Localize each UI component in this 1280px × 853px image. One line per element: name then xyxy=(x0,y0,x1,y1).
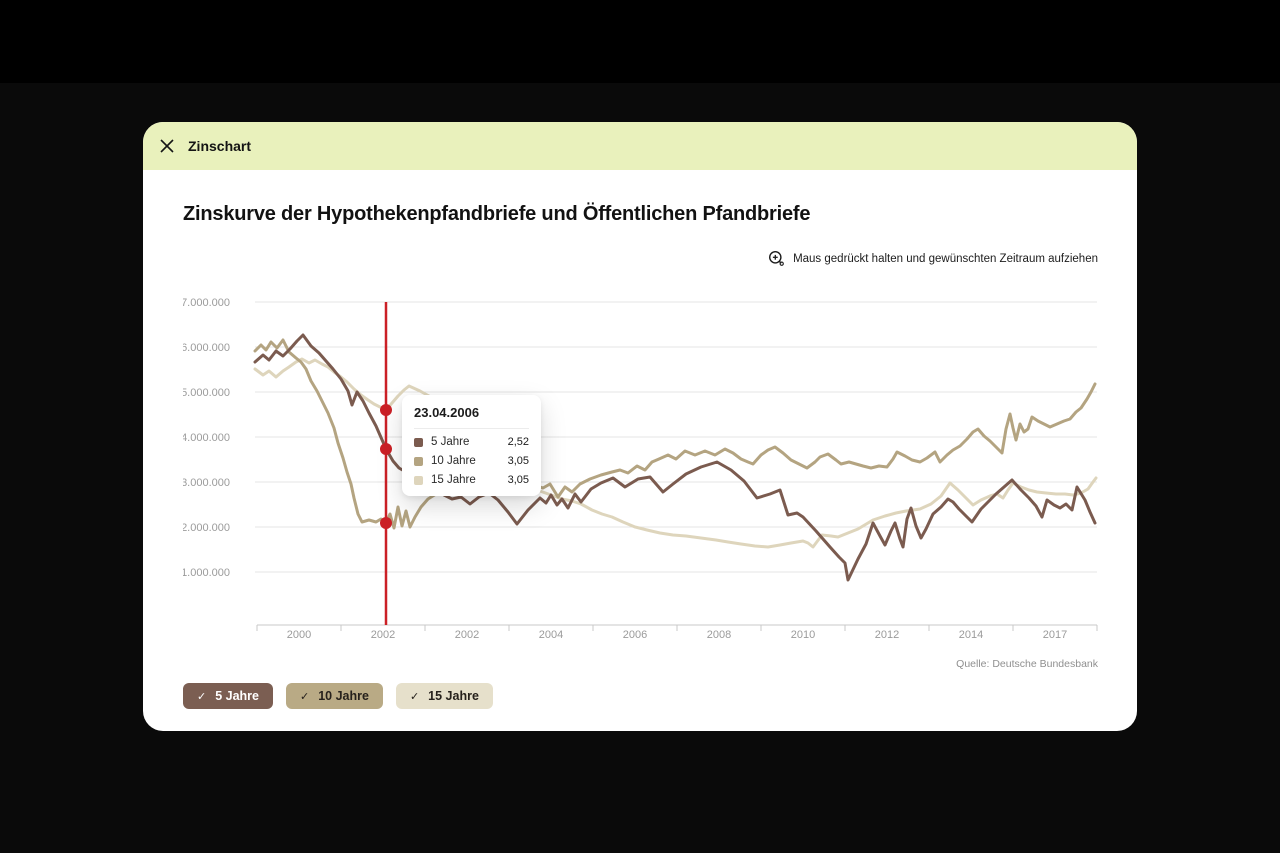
x-axis-label: 2002 xyxy=(455,629,479,641)
x-axis-label: 2000 xyxy=(287,629,311,641)
legend-buttons: ✓ 5 Jahre ✓ 10 Jahre ✓ 15 Jahre xyxy=(183,683,493,709)
y-axis-label: 6.000.000 xyxy=(183,342,230,354)
checkmark-icon: ✓ xyxy=(409,690,420,703)
series-color-swatch xyxy=(414,456,423,466)
tooltip-date: 23.04.2006 xyxy=(414,405,529,429)
close-icon[interactable] xyxy=(159,138,175,154)
chart-title: Zinskurve der Hypothekenpfandbriefe und … xyxy=(183,203,811,225)
cursor-dot xyxy=(380,404,392,416)
y-axis-label: 7.000.000 xyxy=(183,297,230,309)
y-axis-label: 3.000.000 xyxy=(183,477,230,489)
legend-toggle-label: 10 Jahre xyxy=(318,689,369,703)
source-caption: Quelle: Deutsche Bundesbank xyxy=(956,658,1098,670)
tooltip-row: 5 Jahre 2,52 xyxy=(414,436,529,448)
x-axis-label: 2008 xyxy=(707,629,731,641)
tooltip-row: 10 Jahre 3,05 xyxy=(414,455,529,467)
y-axis-label: 5.000.000 xyxy=(183,387,230,399)
cursor-dot xyxy=(380,517,392,529)
x-axis-label: 2002 xyxy=(371,629,395,641)
tooltip-rows: 5 Jahre 2,52 10 Jahre 3,05 15 Jahre 3,05 xyxy=(414,436,529,486)
zoom-hint: Maus gedrückt halten und gewünschten Zei… xyxy=(768,250,1098,267)
tooltip-series-value: 3,05 xyxy=(507,455,529,467)
series-color-swatch xyxy=(414,475,423,485)
modal-header: Zinschart xyxy=(143,122,1137,170)
y-axis-label: 4.000.000 xyxy=(183,432,230,444)
chart-svg: 7.000.000 6.000.000 5.000.000 4.000.000 3.00… xyxy=(181,297,1098,641)
checkmark-icon: ✓ xyxy=(197,690,207,703)
top-black-strip xyxy=(0,0,1280,83)
tooltip-series-label: 15 Jahre xyxy=(431,474,476,486)
x-axis-label: 2017 xyxy=(1043,629,1067,641)
x-axis-label: 2010 xyxy=(791,629,815,641)
legend-toggle-label: 15 Jahre xyxy=(428,689,479,703)
x-axis-label: 2014 xyxy=(959,629,983,641)
tooltip-series-value: 2,52 xyxy=(507,436,529,448)
chart-plot-area[interactable]: 7.000.000 6.000.000 5.000.000 4.000.000 3.00… xyxy=(181,292,1107,645)
tooltip-series-label: 10 Jahre xyxy=(431,455,476,467)
legend-toggle-10-jahre[interactable]: ✓ 10 Jahre xyxy=(286,683,383,709)
x-axis-label: 2006 xyxy=(623,629,647,641)
checkmark-icon: ✓ xyxy=(300,690,310,703)
legend-toggle-15-jahre[interactable]: ✓ 15 Jahre xyxy=(395,683,493,709)
series-line-5-jahre xyxy=(253,333,1097,582)
tooltip-row: 15 Jahre 3,05 xyxy=(414,474,529,486)
legend-toggle-label: 5 Jahre xyxy=(215,689,259,703)
x-axis-label: 2004 xyxy=(539,629,563,641)
window-title: Zinschart xyxy=(188,138,252,154)
chart-tooltip: 23.04.2006 5 Jahre 2,52 10 Jahre 3,05 15 Jah… xyxy=(402,395,541,496)
tooltip-series-value: 3,05 xyxy=(507,474,529,486)
cursor-dot xyxy=(380,443,392,455)
series-color-swatch xyxy=(414,437,423,447)
y-axis-label: 2.000.000 xyxy=(183,522,230,534)
y-axis-label: 1.000.000 xyxy=(183,567,230,579)
x-axis-label: 2012 xyxy=(875,629,899,641)
tooltip-series-label: 5 Jahre xyxy=(431,436,470,448)
legend-toggle-5-jahre[interactable]: ✓ 5 Jahre xyxy=(183,683,273,709)
zoom-in-magnifier-icon xyxy=(768,250,785,267)
series-line-10-jahre xyxy=(253,338,1097,530)
series-line-15-jahre xyxy=(253,357,1098,549)
zoom-hint-label: Maus gedrückt halten und gewünschten Zei… xyxy=(793,252,1098,265)
zinschart-modal: Zinschart Zinskurve der Hypothekenpfandb… xyxy=(143,122,1137,731)
